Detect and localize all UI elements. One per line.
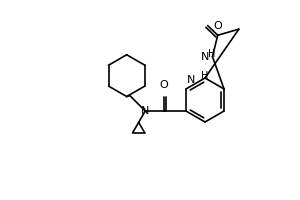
- Text: N: N: [201, 52, 209, 62]
- Text: H: H: [208, 49, 215, 59]
- Text: O: O: [214, 21, 222, 31]
- Text: N: N: [187, 75, 195, 85]
- Text: N: N: [141, 106, 149, 116]
- Text: O: O: [160, 80, 168, 90]
- Text: H: H: [201, 71, 208, 81]
